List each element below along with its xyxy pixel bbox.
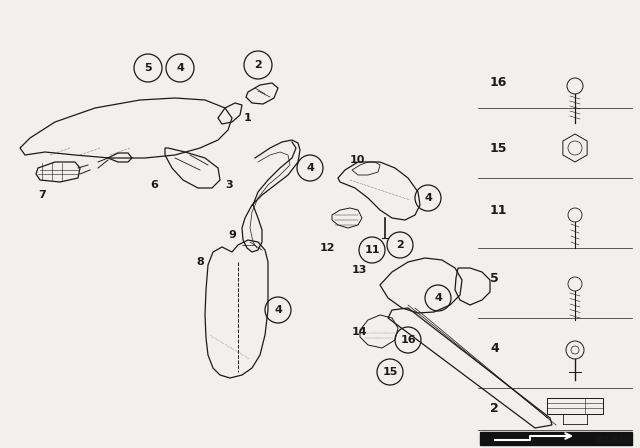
Text: 11: 11 <box>364 245 380 255</box>
Text: 4: 4 <box>434 293 442 303</box>
Text: 3: 3 <box>225 180 232 190</box>
Text: 2: 2 <box>396 240 404 250</box>
Text: 4: 4 <box>306 163 314 173</box>
Text: 8: 8 <box>196 257 204 267</box>
Text: 6: 6 <box>150 180 158 190</box>
Text: 1: 1 <box>244 113 252 123</box>
Text: 12: 12 <box>320 243 335 253</box>
Text: 2: 2 <box>490 401 499 414</box>
Text: 16: 16 <box>400 335 416 345</box>
Text: 15: 15 <box>490 142 508 155</box>
Text: 5: 5 <box>144 63 152 73</box>
Text: 4: 4 <box>424 193 432 203</box>
Text: 5: 5 <box>490 271 499 284</box>
Text: 2: 2 <box>254 60 262 70</box>
Text: 15: 15 <box>382 367 397 377</box>
Text: 11: 11 <box>490 203 508 216</box>
Text: 10: 10 <box>350 155 365 165</box>
Text: 4: 4 <box>274 305 282 315</box>
Text: 4: 4 <box>176 63 184 73</box>
Text: 7: 7 <box>38 190 45 200</box>
Polygon shape <box>480 432 632 445</box>
Text: 4: 4 <box>490 341 499 354</box>
Text: 9: 9 <box>228 230 236 240</box>
Text: 16: 16 <box>490 76 508 89</box>
Text: 13: 13 <box>352 265 367 275</box>
Text: 14: 14 <box>352 327 367 337</box>
Text: 00Z36Z83: 00Z36Z83 <box>595 436 632 445</box>
